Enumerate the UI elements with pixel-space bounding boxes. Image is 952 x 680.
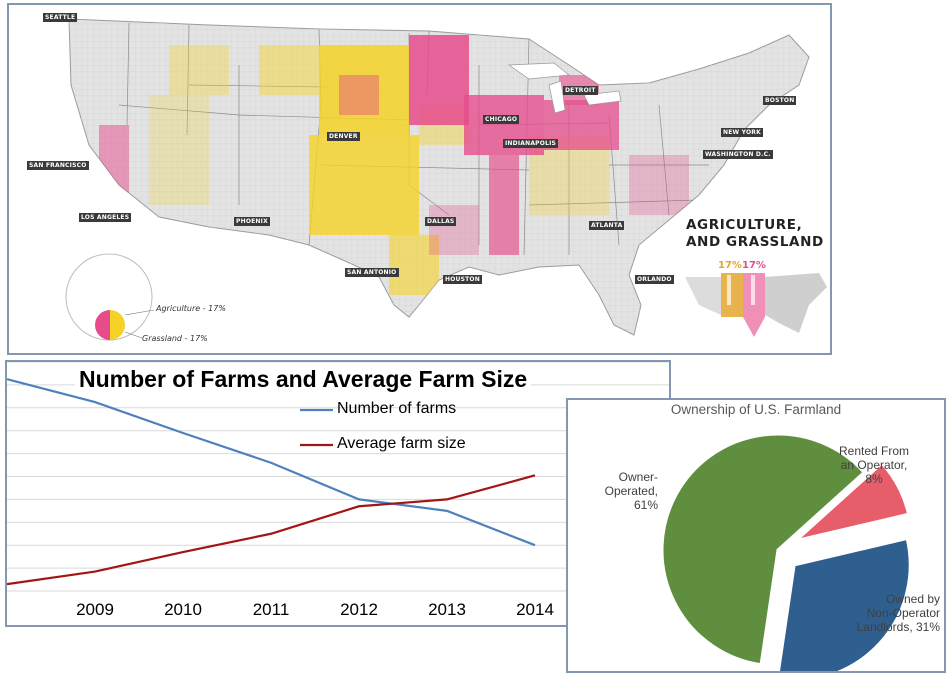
pie-label-owner-operated-line1: Owner- xyxy=(618,470,658,484)
city-label-los-angeles: LOS ANGELES xyxy=(79,213,132,222)
pie-chart-title: Ownership of U.S. Farmland xyxy=(670,402,842,417)
agriculture-cells xyxy=(99,35,689,255)
land-use-map-panel: AGRICULTURE, AND GRASSLAND 17% 17% Agric… xyxy=(7,3,832,355)
agriculture-share-label: Agriculture - 17% xyxy=(156,304,226,313)
city-label-san-antonio: SAN ANTONIO xyxy=(345,268,399,277)
grassland-cells xyxy=(149,45,609,295)
legend-label-average-farm-size: Average farm size xyxy=(337,435,466,452)
grassland-legend-pct: 17% xyxy=(742,260,766,271)
x-tick-label: 2011 xyxy=(253,600,290,619)
farms-line-chart: 2009 2010 2011 2012 2013 2014 xyxy=(7,362,669,619)
pie-label-owner-operated: Owner- Operated, 61% xyxy=(578,470,658,512)
grassland-share-label: Grassland - 17% xyxy=(142,334,208,343)
x-tick-label: 2010 xyxy=(164,600,202,619)
city-label-houston: HOUSTON xyxy=(443,275,482,284)
city-label-orlando: ORLANDO xyxy=(635,275,674,284)
pie-label-non-operator-line3: Landlords, 31% xyxy=(856,620,940,634)
line-chart-title: Number of Farms and Average Farm Size xyxy=(75,366,532,393)
city-label-denver: DENVER xyxy=(327,132,360,141)
agriculture-legend-pct: 17% xyxy=(718,260,742,271)
series-line-number-of-farms xyxy=(7,378,536,547)
map-title-line2: AND GRASSLAND xyxy=(686,234,824,250)
mini-us-legend-map xyxy=(685,273,827,337)
pie-label-non-operator: Owned by Non-Operator Landlords, 31% xyxy=(844,592,940,634)
city-label-san-francisco: SAN FRANCISCO xyxy=(27,161,89,170)
city-label-new-york: NEW YORK xyxy=(721,128,763,137)
city-label-dallas: DALLAS xyxy=(425,217,457,226)
pie-label-non-operator-line1: Owned by xyxy=(885,592,940,606)
legend-label-number-of-farms: Number of farms xyxy=(337,400,457,417)
grassland-share-half xyxy=(110,310,125,340)
pie-slice-non-operator xyxy=(777,536,912,671)
x-tick-label: 2014 xyxy=(516,600,554,619)
agriculture-share-half xyxy=(95,310,110,340)
city-label-boston: BOSTON xyxy=(763,96,797,105)
city-label-indianapolis: INDIANAPOLIS xyxy=(503,139,559,148)
pie-slice-owner-operated xyxy=(660,432,867,667)
pie-label-rented-line1: Rented From xyxy=(838,444,910,458)
city-label-washington-dc: WASHINGTON D.C. xyxy=(703,150,773,159)
farms-line-chart-panel: 2009 2010 2011 2012 2013 2014 Number of Farms… xyxy=(5,360,671,627)
pie-slice-rented xyxy=(794,460,911,543)
pie-label-owner-operated-line2: Operated, 61% xyxy=(604,484,658,512)
x-tick-label: 2013 xyxy=(428,600,466,619)
x-tick-label: 2009 xyxy=(76,600,114,619)
city-label-chicago: CHICAGO xyxy=(483,115,520,124)
city-label-phoenix: PHOENIX xyxy=(234,217,270,226)
city-label-seattle: SEATTLE xyxy=(43,13,78,22)
x-tick-label: 2012 xyxy=(340,600,378,619)
map-title-line1: AGRICULTURE, xyxy=(686,217,803,233)
city-label-atlanta: ATLANTA xyxy=(589,221,625,230)
ownership-pie-chart-panel: Ownership of U.S. Farmland Owner- Operat… xyxy=(566,398,946,673)
land-share-circle xyxy=(65,253,153,341)
pie-label-rented-line2: an Operator, xyxy=(840,458,908,472)
series-line-average-farm-size xyxy=(7,474,536,586)
us-land-use-map xyxy=(65,18,827,341)
ownership-pie-chart xyxy=(660,432,912,671)
pie-label-rented: Rented From an Operator, 8% xyxy=(826,444,922,486)
pie-label-rented-line3: 8% xyxy=(865,472,883,486)
pie-label-non-operator-line2: Non-Operator xyxy=(866,606,940,620)
city-label-detroit: DETROIT xyxy=(563,86,598,95)
